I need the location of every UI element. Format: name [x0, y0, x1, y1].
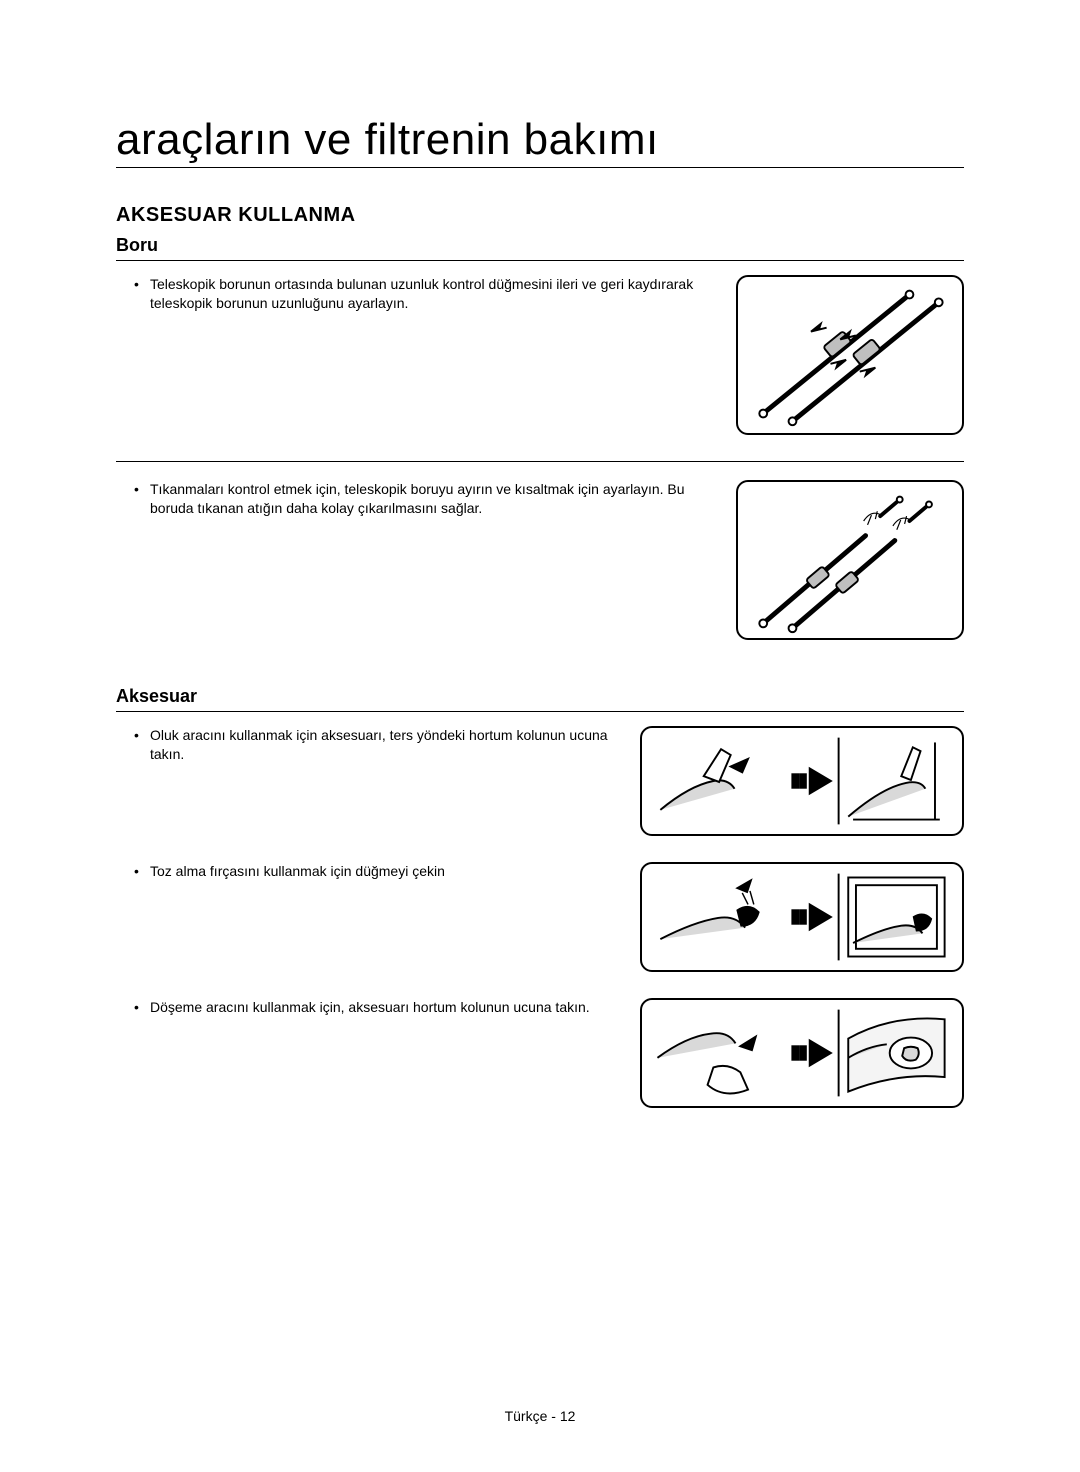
divider: [116, 461, 964, 462]
page-title: araçların ve filtrenin bakımı: [116, 115, 964, 168]
boru-item-2: Tıkanmaları kontrol etmek için, teleskop…: [134, 480, 716, 518]
section-heading: AKSESUAR KULLANMA: [116, 204, 964, 227]
aksesuar-heading: Aksesuar: [116, 686, 964, 712]
page-footer: Türkçe - 12: [0, 1408, 1080, 1424]
illustration-telescopic-adjust: [736, 275, 964, 435]
aksesuar-item-3: Döşeme aracını kullanmak için, aksesuarı…: [134, 998, 620, 1017]
illustration-dust-brush: [640, 862, 964, 972]
boru-row-2: Tıkanmaları kontrol etmek için, teleskop…: [116, 480, 964, 640]
boru-item-1: Teleskopik borunun ortasında bulunan uzu…: [134, 275, 716, 313]
boru-row-1: Teleskopik borunun ortasında bulunan uzu…: [116, 275, 964, 435]
aksesuar-item-1: Oluk aracını kullanmak için aksesuarı, t…: [134, 726, 620, 764]
aksesuar-row-2: Toz alma fırçasını kullanmak için düğmey…: [116, 862, 964, 972]
illustration-telescopic-separate: [736, 480, 964, 640]
aksesuar-row-1: Oluk aracını kullanmak için aksesuarı, t…: [116, 726, 964, 836]
aksesuar-row-3: Döşeme aracını kullanmak için, aksesuarı…: [116, 998, 964, 1108]
illustration-crevice-tool: [640, 726, 964, 836]
boru-heading: Boru: [116, 235, 964, 261]
aksesuar-item-2: Toz alma fırçasını kullanmak için düğmey…: [134, 862, 620, 881]
illustration-upholstery-tool: [640, 998, 964, 1108]
